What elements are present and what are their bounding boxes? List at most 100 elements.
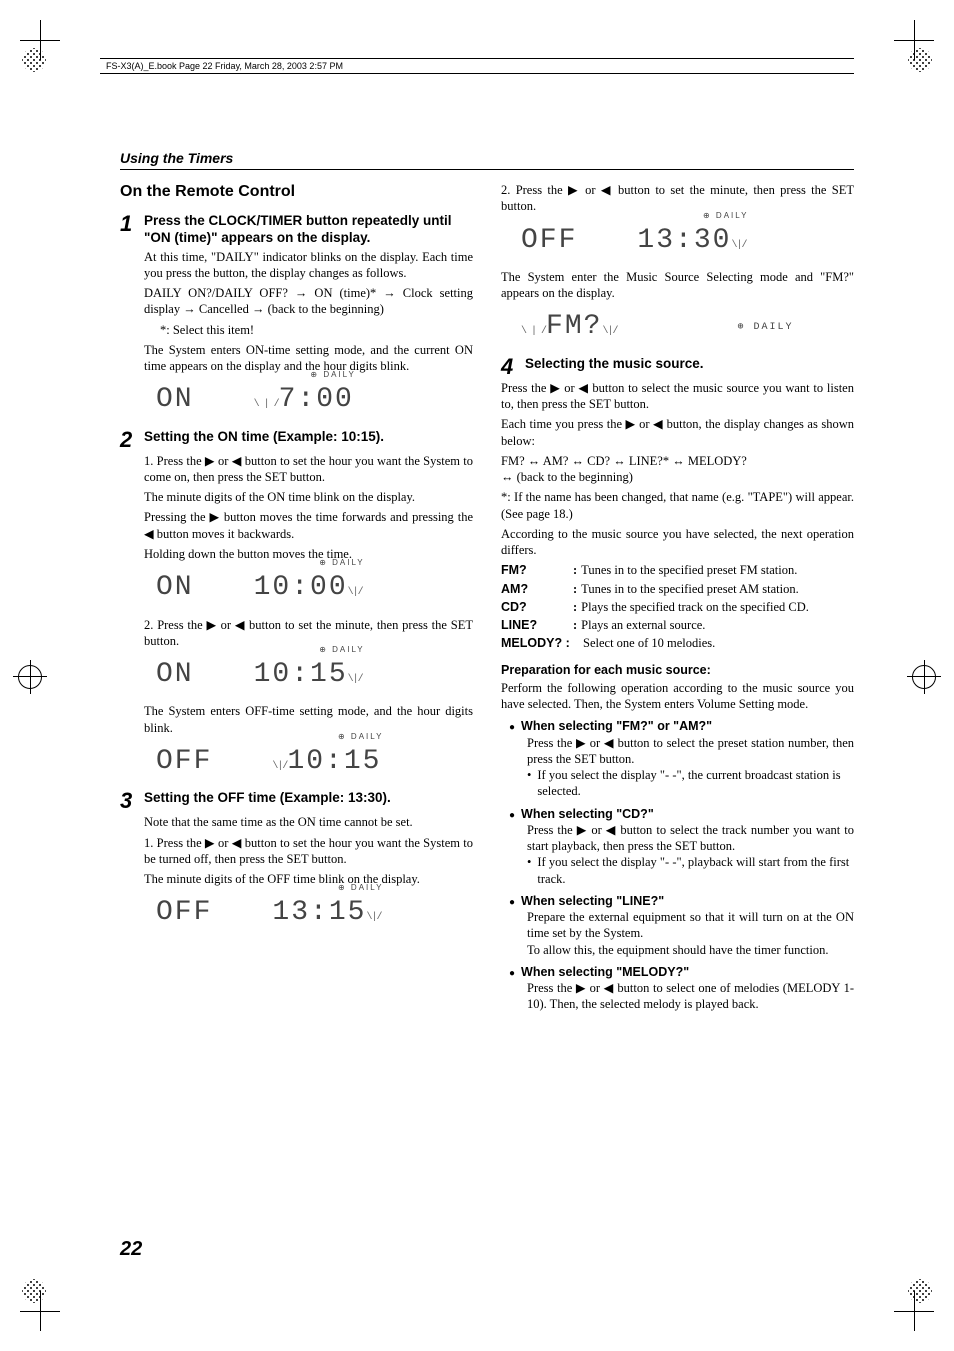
step-4-number: 4 bbox=[501, 356, 519, 378]
step-3: 3 Setting the OFF time (Example: 13:30). bbox=[120, 790, 473, 812]
daily-indicator: ⊕ DAILY bbox=[737, 321, 793, 334]
daily-indicator: ⊕ DAILY bbox=[703, 211, 748, 221]
lcd-label: OFF bbox=[156, 744, 212, 780]
step-2-heading: Setting the ON time (Example: 10:15). bbox=[144, 429, 384, 446]
lcd-label: \ | /FM?\|/ bbox=[521, 309, 617, 345]
lcd-label: OFF bbox=[521, 223, 577, 259]
blink-rays-icon: \ | / bbox=[521, 326, 546, 337]
step-1-note: *: Select this item! bbox=[160, 322, 473, 338]
source-row-melody: MELODY? : Select one of 10 melodies. bbox=[501, 635, 854, 651]
step-1-p1: At this time, "DAILY" indicator blinks o… bbox=[144, 249, 473, 282]
play-left-icon: ◀ bbox=[232, 454, 242, 468]
lcd-display-on-700: ON ⊕ DAILY \ | /7:00 bbox=[156, 382, 473, 418]
play-right-icon: ▶ bbox=[576, 981, 586, 995]
print-header-bar: FS-X3(A)_E.book Page 22 Friday, March 28… bbox=[100, 58, 854, 74]
lcd-label: ON bbox=[156, 657, 194, 693]
play-left-icon: ◀ bbox=[601, 183, 613, 197]
play-left-icon: ◀ bbox=[232, 836, 242, 850]
halftone-dot-tr bbox=[908, 48, 932, 72]
play-right-icon: ▶ bbox=[576, 736, 586, 750]
daily-indicator: ⊕ DAILY bbox=[338, 732, 383, 742]
bi-arrow-icon: ↔ bbox=[572, 454, 585, 468]
play-left-icon: ◀ bbox=[653, 417, 663, 431]
arrow-icon: → bbox=[383, 286, 396, 300]
source-row-line: LINE? : Plays an external source. bbox=[501, 617, 854, 633]
step-3-body: Note that the same time as the ON time c… bbox=[144, 814, 473, 830]
source-row-fm: FM? : Tunes in to the specified preset F… bbox=[501, 562, 854, 578]
left-column: On the Remote Control 1 Press the CLOCK/… bbox=[120, 182, 473, 1013]
step-1-p3: The System enters ON-time setting mode, … bbox=[144, 342, 473, 375]
play-left-icon: ◀ bbox=[235, 618, 245, 632]
section-title: Using the Timers bbox=[120, 150, 854, 170]
lcd-label: ON bbox=[156, 570, 194, 606]
lcd-label: OFF bbox=[156, 895, 212, 931]
step-1-body: At this time, "DAILY" indicator blinks o… bbox=[144, 249, 473, 375]
blink-rays-icon: \|/ bbox=[731, 240, 746, 251]
lcd-time: ⊕ DAILY \ | /7:00 bbox=[254, 382, 354, 418]
arrow-icon: → bbox=[252, 302, 265, 316]
right-column: 2. Press the ▶ or ◀ button to set the mi… bbox=[501, 182, 854, 1013]
play-right-icon: ▶ bbox=[577, 823, 588, 837]
play-left-icon: ◀ bbox=[578, 381, 588, 395]
step-3-after: The System enter the Music Source Select… bbox=[501, 269, 854, 302]
play-left-icon: ◀ bbox=[606, 823, 617, 837]
step-1: 1 Press the CLOCK/TIMER button repeatedl… bbox=[120, 213, 473, 247]
bi-arrow-icon: ↔ bbox=[501, 470, 514, 484]
lcd-time: ⊕ DAILY 10:00\|/ bbox=[254, 570, 363, 606]
lcd-display-off-1015: OFF ⊕ DAILY \|/10:15 bbox=[156, 744, 473, 780]
source-row-cd: CD? : Plays the specified track on the s… bbox=[501, 599, 854, 615]
two-column-layout: On the Remote Control 1 Press the CLOCK/… bbox=[120, 182, 854, 1013]
source-sequence: FM? ↔ AM? ↔ CD? ↔ LINE?* ↔ MELODY? ↔ (ba… bbox=[501, 453, 854, 486]
heading-remote-control: On the Remote Control bbox=[120, 182, 473, 203]
blink-rays-icon: \|/ bbox=[602, 326, 617, 337]
bi-arrow-icon: ↔ bbox=[613, 454, 626, 468]
page-number: 22 bbox=[120, 1238, 142, 1261]
play-right-icon: ▶ bbox=[210, 510, 220, 524]
blink-rays-icon: \|/ bbox=[272, 761, 287, 772]
play-right-icon: ▶ bbox=[550, 381, 560, 395]
blink-rays-icon: \ | / bbox=[254, 399, 279, 410]
source-table: FM? : Tunes in to the specified preset F… bbox=[501, 562, 854, 651]
step-1-number: 1 bbox=[120, 213, 138, 235]
halftone-dot-bl bbox=[22, 1279, 46, 1303]
bullet-cd: ● When selecting "CD?" bbox=[501, 806, 854, 822]
play-right-icon: ▶ bbox=[205, 454, 215, 468]
lcd-display-fm: \ | /FM?\|/ ⊕ DAILY bbox=[521, 309, 854, 345]
lcd-display-on-1000: ON ⊕ DAILY 10:00\|/ bbox=[156, 570, 473, 606]
step-1-p2: DAILY ON?/DAILY OFF? → ON (time)* → Cloc… bbox=[144, 285, 473, 318]
play-right-icon: ▶ bbox=[207, 618, 217, 632]
step-3-sub1: 1. Press the ▶ or ◀ button to set the ho… bbox=[144, 835, 473, 888]
bullet-fm-am: ● When selecting "FM?" or "AM?" bbox=[501, 718, 854, 734]
lcd-label: ON bbox=[156, 382, 194, 418]
bullet-line: ● When selecting "LINE?" bbox=[501, 893, 854, 909]
play-left-icon: ◀ bbox=[604, 981, 614, 995]
step-3-sub2: 2. Press the ▶ or ◀ button to set the mi… bbox=[501, 182, 854, 215]
play-right-icon: ▶ bbox=[568, 183, 580, 197]
registration-mark-right bbox=[912, 665, 936, 689]
bullet-icon: ● bbox=[509, 721, 515, 734]
lcd-display-off-1330: OFF ⊕ DAILY 13:30\|/ bbox=[521, 223, 854, 259]
bullet-icon: ● bbox=[509, 809, 515, 822]
arrow-icon: → bbox=[183, 302, 196, 316]
step-3-heading: Setting the OFF time (Example: 13:30). bbox=[144, 790, 391, 807]
step-2: 2 Setting the ON time (Example: 10:15). bbox=[120, 429, 473, 451]
step-4: 4 Selecting the music source. bbox=[501, 356, 854, 378]
bi-arrow-icon: ↔ bbox=[528, 454, 541, 468]
daily-indicator: ⊕ DAILY bbox=[319, 558, 364, 568]
lcd-time: ⊕ DAILY \|/10:15 bbox=[272, 744, 381, 780]
step-2-sub2: 2. Press the ▶ or ◀ button to set the mi… bbox=[144, 617, 473, 650]
registration-mark-left bbox=[18, 665, 42, 689]
source-row-am: AM? : Tunes in to the specified preset A… bbox=[501, 581, 854, 597]
lcd-time: ⊕ DAILY 13:15\|/ bbox=[272, 895, 381, 931]
bi-arrow-icon: ↔ bbox=[672, 454, 685, 468]
preparation-heading: Preparation for each music source: bbox=[501, 662, 854, 678]
step-4-body: Press the ▶ or ◀ button to select the mu… bbox=[501, 380, 854, 559]
bullet-icon: ● bbox=[509, 967, 515, 980]
lcd-display-off-1315: OFF ⊕ DAILY 13:15\|/ bbox=[156, 895, 473, 931]
bullet-icon: ● bbox=[509, 896, 515, 909]
arrow-icon: → bbox=[295, 286, 308, 300]
step-3-number: 3 bbox=[120, 790, 138, 812]
blink-rays-icon: \|/ bbox=[366, 912, 381, 923]
step-2-number: 2 bbox=[120, 429, 138, 451]
daily-indicator: ⊕ DAILY bbox=[310, 370, 355, 380]
